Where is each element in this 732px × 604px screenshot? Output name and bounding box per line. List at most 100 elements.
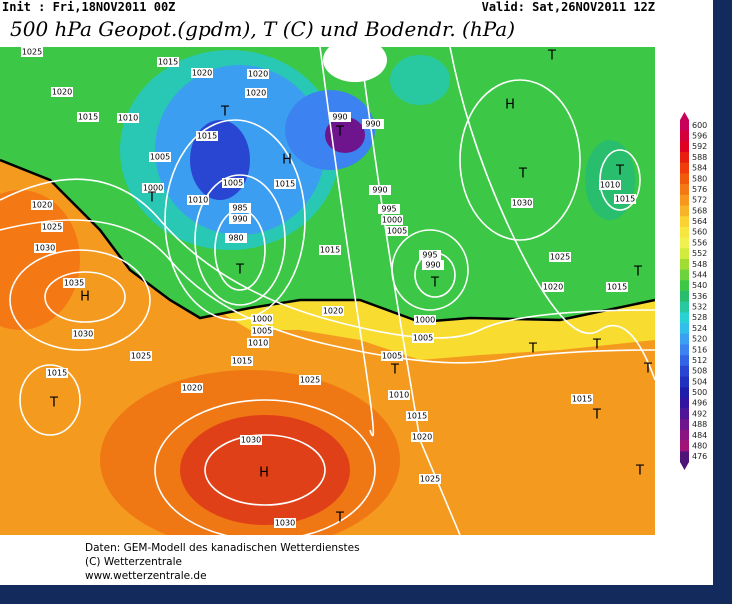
label-box (41, 222, 63, 232)
isobar-label: 1010 (188, 196, 208, 205)
label-box (406, 411, 428, 421)
isobar-label: 1015 (78, 113, 98, 122)
isobar-label: 1015 (607, 283, 627, 292)
label-box (388, 390, 410, 400)
legend-swatch (680, 323, 689, 335)
legend-label: 556 (692, 238, 707, 247)
pressure-center: H (80, 290, 90, 305)
init-text: Init : Fri,18NOV2011 00Z (2, 0, 175, 14)
label-box (549, 252, 571, 262)
legend-label: 484 (692, 431, 707, 440)
label-box (51, 87, 73, 97)
isobar-label: 1020 (248, 70, 268, 79)
isobar-label: 1015 (320, 246, 340, 255)
legend-swatch (680, 355, 689, 367)
legend-label: 504 (692, 377, 707, 386)
legend-label: 544 (692, 270, 707, 279)
legend-label: 580 (692, 174, 707, 183)
isobar-label: 1020 (323, 307, 343, 316)
field-purple (325, 117, 365, 153)
isobar-label: 1030 (241, 436, 261, 445)
legend-swatch (680, 141, 689, 153)
pressure-center: T (592, 338, 601, 353)
field-red (180, 415, 350, 525)
pressure-center: T (147, 191, 156, 206)
legend-label: 524 (692, 324, 707, 333)
isobar-label: 1015 (47, 369, 67, 378)
legend-swatch (680, 130, 689, 142)
legend-label: 568 (692, 206, 707, 215)
isobar-label: 1000 (252, 315, 272, 324)
label-box (606, 282, 628, 292)
legend-swatch (680, 216, 689, 228)
pressure-center: T (643, 362, 652, 377)
legend-swatch (680, 258, 689, 270)
isobar-label: 1030 (275, 519, 295, 528)
border-right (713, 0, 732, 604)
border-bottom (0, 585, 732, 604)
isobar-label: 1010 (118, 114, 138, 123)
valid-text: Valid: Sat,26NOV2011 12Z (482, 0, 655, 14)
pressure-center: T (220, 105, 229, 120)
legend-swatch (680, 344, 689, 356)
isobar-label: 1005 (382, 352, 402, 361)
label-box (378, 204, 400, 214)
label-box (319, 245, 341, 255)
pressure-center: T (518, 167, 527, 182)
isobars (0, 47, 655, 535)
isobar-label: 1015 (275, 180, 295, 189)
isobar-label: 1025 (131, 352, 151, 361)
legend-swatch (680, 312, 689, 324)
isobar-label: 1020 (412, 433, 432, 442)
isobar-label: 1005 (387, 227, 407, 236)
label-box (229, 203, 251, 213)
label-box (31, 200, 53, 210)
legend-label: 516 (692, 345, 707, 354)
label-box (511, 198, 533, 208)
legend-label: 600 (692, 121, 707, 130)
pressure-center: T (528, 342, 537, 357)
legend-swatch (680, 429, 689, 441)
legend-swatch (680, 269, 689, 281)
isobar-label: 1005 (223, 179, 243, 188)
isobar-label: 1005 (150, 153, 170, 162)
label-box (222, 178, 244, 188)
isobar-label: 1015 (232, 357, 252, 366)
label-box (130, 351, 152, 361)
pressure-center: T (390, 363, 399, 378)
label-box (571, 394, 593, 404)
label-box (21, 47, 43, 57)
legend-label: 528 (692, 313, 707, 322)
footer-line: Daten: GEM-Modell des kanadischen Wetter… (85, 542, 360, 554)
footer-line: www.wetterzentrale.de (85, 570, 207, 582)
pressure-center: T (547, 49, 556, 64)
legend-swatch (680, 184, 689, 196)
isobar-label: 1025 (22, 48, 42, 57)
legend-label: 476 (692, 452, 707, 461)
legend-label: 500 (692, 388, 707, 397)
label-box (72, 329, 94, 339)
legend-label: 584 (692, 164, 707, 173)
legend-label: 532 (692, 303, 707, 312)
legend-label: 552 (692, 249, 707, 258)
label-box (419, 474, 441, 484)
label-box (274, 518, 296, 528)
label-box (412, 333, 434, 343)
isobar-label: 990 (425, 261, 440, 270)
legend-swatch (680, 152, 689, 164)
legend-label: 536 (692, 292, 707, 301)
isobar-label: 990 (232, 215, 247, 224)
label-box (411, 432, 433, 442)
legend-swatch (680, 248, 689, 260)
legend-swatch (680, 194, 689, 206)
isobar-label: 1035 (64, 279, 84, 288)
pressure-center: H (505, 98, 515, 113)
label-box (419, 250, 441, 260)
label-box (599, 180, 621, 190)
legend-swatch (680, 280, 689, 292)
legend-label: 512 (692, 356, 707, 365)
isobar-label: 1030 (512, 199, 532, 208)
isobar-label: 1015 (407, 412, 427, 421)
